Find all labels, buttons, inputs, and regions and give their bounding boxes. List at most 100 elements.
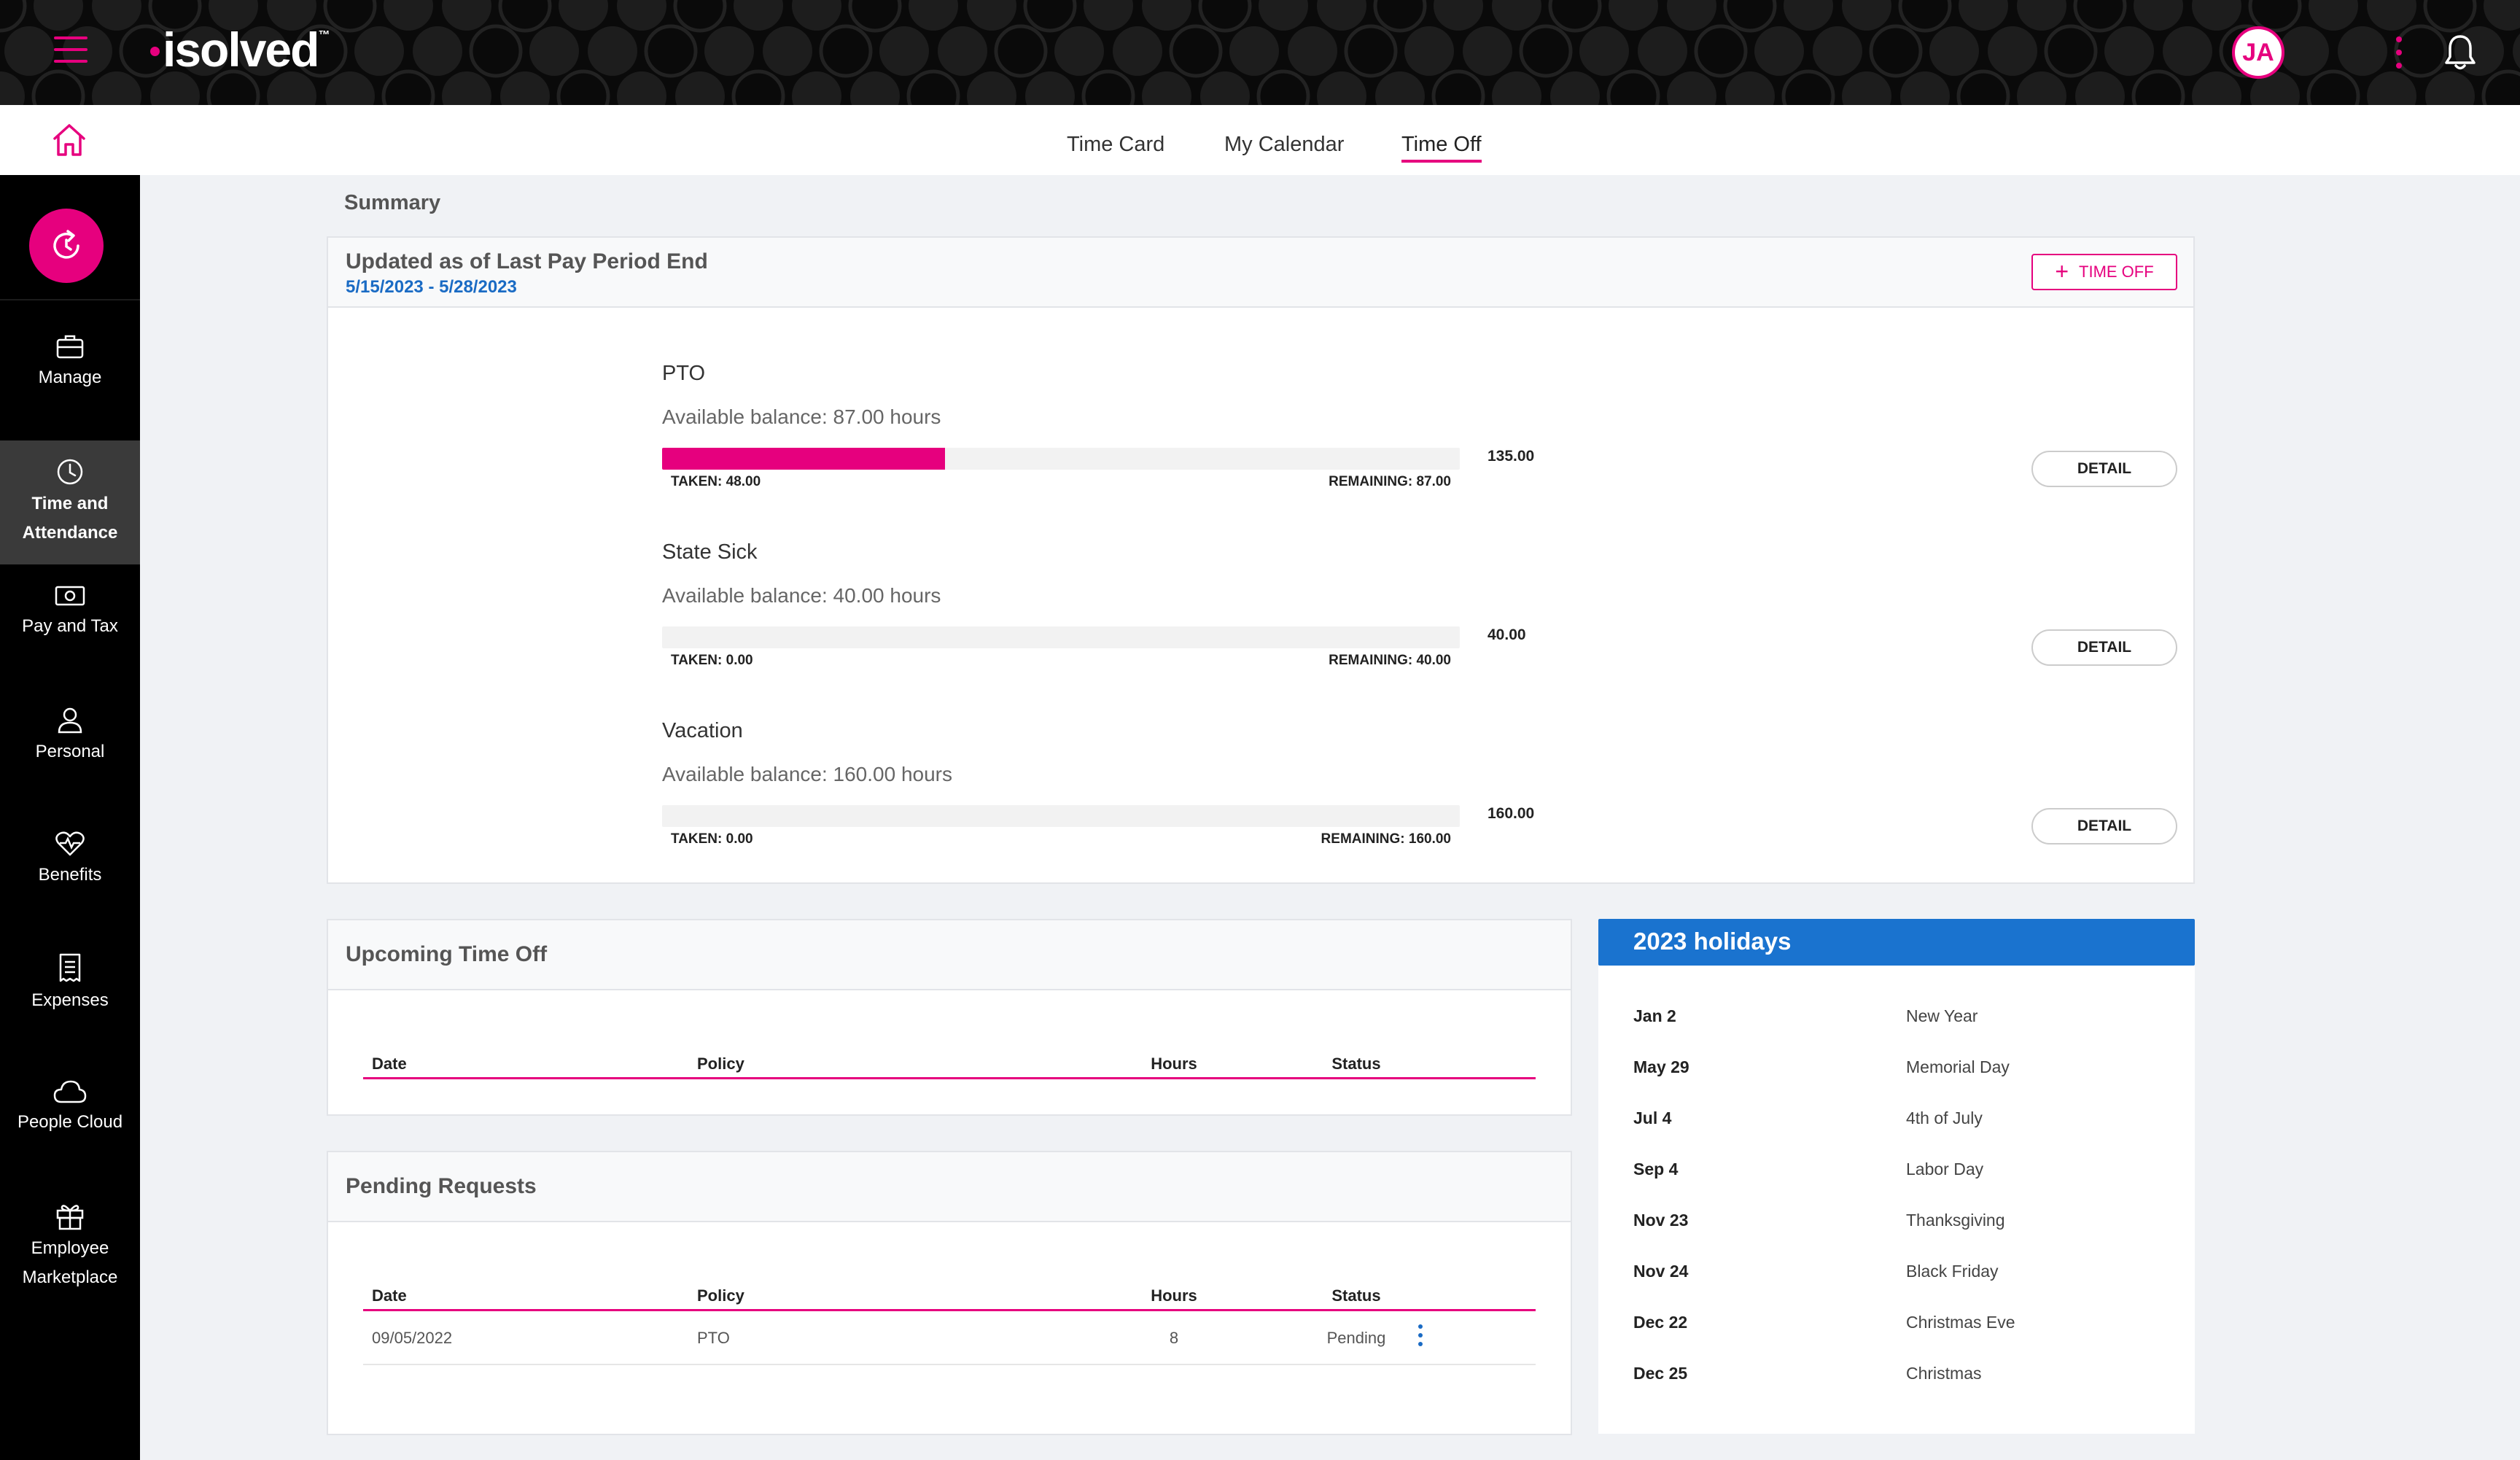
holidays-card: 2023 holidays Jan 2 New Year May 29 Memori… [1598, 919, 2195, 1434]
tab-time-off[interactable]: Time Off [1401, 133, 1482, 163]
sidebar-item-label: Expenses [31, 990, 109, 1010]
logo-text: isolved [163, 23, 319, 77]
menu-icon[interactable] [54, 36, 88, 66]
policy-balance: Available balance: 40.00 hours [662, 584, 941, 607]
column-date[interactable]: Date [372, 1286, 407, 1305]
remaining-value: REMAINING: 87.00 [1329, 474, 1451, 489]
detail-button[interactable]: DETAIL [2031, 808, 2177, 844]
heart-pulse-icon [55, 831, 85, 856]
holiday-date: Nov 24 [1633, 1262, 1689, 1281]
logo-mark: ™ [318, 29, 330, 42]
sidebar-item-label: Personal [35, 742, 105, 761]
section-title: Summary [344, 191, 441, 214]
table-header: Date Policy Hours Status [363, 1279, 1536, 1311]
holiday-name: 4th of July [1906, 1108, 1983, 1127]
balance-progress-fill [662, 448, 946, 470]
sidebar-item-label: Benefits [38, 865, 102, 885]
upcoming-card-header: Upcoming Time Off [328, 920, 1571, 990]
header-pattern [0, 0, 2520, 105]
taken-value: TAKEN: 0.00 [671, 831, 753, 847]
holiday-date: Jul 4 [1633, 1108, 1672, 1127]
pending-table: Date Policy Hours Status 09/05/2022 PTO … [363, 1279, 1536, 1365]
total-value: 135.00 [1488, 448, 1535, 465]
balance-progress-bar [662, 805, 1460, 827]
row-options-icon[interactable] [1416, 1324, 1425, 1346]
column-hours[interactable]: Hours [1151, 1055, 1197, 1073]
sidebar-item-benefits[interactable]: Benefits [0, 798, 140, 922]
row-policy: PTO [697, 1329, 730, 1347]
time-off-button-label: TIME OFF [2079, 263, 2154, 281]
top-header: isolved™ JA [0, 0, 2520, 105]
more-options-icon[interactable] [2395, 36, 2403, 69]
money-icon [55, 586, 85, 606]
policy-name: Vacation [662, 719, 743, 742]
row-hours: 8 [1169, 1329, 1179, 1347]
total-value: 160.00 [1488, 805, 1535, 822]
holidays-title: 2023 holidays [1598, 919, 2195, 966]
home-icon[interactable] [51, 123, 88, 158]
holiday-date: Dec 25 [1633, 1364, 1688, 1383]
total-value: 40.00 [1488, 626, 1526, 643]
table-row[interactable]: 09/05/2022 PTO 8 Pending [363, 1311, 1536, 1365]
clock-icon [57, 459, 83, 485]
balance-progress-bar [662, 626, 1460, 648]
plus-icon: + [2055, 257, 2069, 284]
column-status[interactable]: Status [1331, 1286, 1381, 1305]
pay-period-dates: 5/15/2023 - 5/28/2023 [346, 277, 517, 297]
quick-action-button[interactable] [29, 209, 104, 283]
column-status[interactable]: Status [1331, 1055, 1381, 1073]
column-policy[interactable]: Policy [697, 1055, 744, 1073]
sub-header: Time Card My Calendar Time Off [0, 105, 2520, 175]
holiday-date: May 29 [1633, 1057, 1689, 1076]
sidebar-item-label: Time and Attendance [22, 494, 118, 543]
table-header: Date Policy Hours Status [363, 1047, 1536, 1079]
column-hours[interactable]: Hours [1151, 1286, 1197, 1305]
holiday-date: Nov 23 [1633, 1211, 1689, 1230]
policy-balance: Available balance: 160.00 hours [662, 763, 953, 785]
sidebar-item-manage[interactable]: Manage [0, 300, 140, 424]
detail-button[interactable]: DETAIL [2031, 451, 2177, 487]
holiday-name: Labor Day [1906, 1160, 1984, 1179]
sidebar-item-pay-and-tax[interactable]: Pay and Tax [0, 550, 140, 674]
holiday-date: Jan 2 [1633, 1006, 1676, 1025]
receipt-icon [59, 953, 81, 982]
sidebar-item-time-and-attendance[interactable]: Time and Attendance [0, 440, 140, 564]
policy-name: State Sick [662, 540, 758, 564]
tab-my-calendar[interactable]: My Calendar [1224, 133, 1345, 156]
holiday-date: Sep 4 [1633, 1160, 1679, 1179]
sidebar-divider [0, 299, 140, 300]
refresh-clock-icon [53, 230, 79, 259]
upcoming-title: Upcoming Time Off [346, 942, 548, 966]
sidebar-item-label: Pay and Tax [22, 616, 118, 636]
detail-button[interactable]: DETAIL [2031, 629, 2177, 666]
person-icon [58, 707, 82, 734]
row-status: Pending [1326, 1329, 1386, 1347]
pending-title: Pending Requests [346, 1174, 537, 1198]
taken-value: TAKEN: 0.00 [671, 653, 753, 668]
sidebar-item-label: People Cloud [17, 1112, 123, 1132]
remaining-value: REMAINING: 160.00 [1321, 831, 1451, 847]
taken-value: TAKEN: 48.00 [671, 474, 761, 489]
balance-progress-bar [662, 448, 1460, 470]
row-date: 09/05/2022 [372, 1329, 453, 1347]
holiday-name: New Year [1906, 1006, 1978, 1025]
sidebar-item-employee-marketplace[interactable]: Employee Marketplace [0, 1184, 140, 1308]
bell-icon[interactable] [2443, 34, 2478, 71]
summary-card-header: Updated as of Last Pay Period End 5/15/2… [328, 238, 2193, 308]
column-date[interactable]: Date [372, 1055, 407, 1073]
sidebar: Manage Time and Attendance Pay and Tax P… [0, 175, 140, 1460]
summary-header-title: Updated as of Last Pay Period End [346, 249, 708, 273]
tab-bar: Time Card My Calendar Time Off [0, 105, 2520, 175]
holiday-name: Black Friday [1906, 1262, 1999, 1281]
column-policy[interactable]: Policy [697, 1286, 744, 1305]
tab-time-card[interactable]: Time Card [1067, 133, 1165, 156]
summary-card: Updated as of Last Pay Period End 5/15/2… [327, 236, 2195, 884]
time-off-button[interactable]: + TIME OFF [2031, 254, 2177, 290]
sidebar-item-personal[interactable]: Personal [0, 674, 140, 798]
sidebar-item-expenses[interactable]: Expenses [0, 922, 140, 1046]
avatar[interactable]: JA [2232, 26, 2284, 79]
sidebar-item-label: Manage [38, 368, 102, 387]
sidebar-item-people-cloud[interactable]: People Cloud [0, 1046, 140, 1170]
briefcase-icon [56, 335, 84, 359]
holiday-name: Thanksgiving [1906, 1211, 2005, 1230]
